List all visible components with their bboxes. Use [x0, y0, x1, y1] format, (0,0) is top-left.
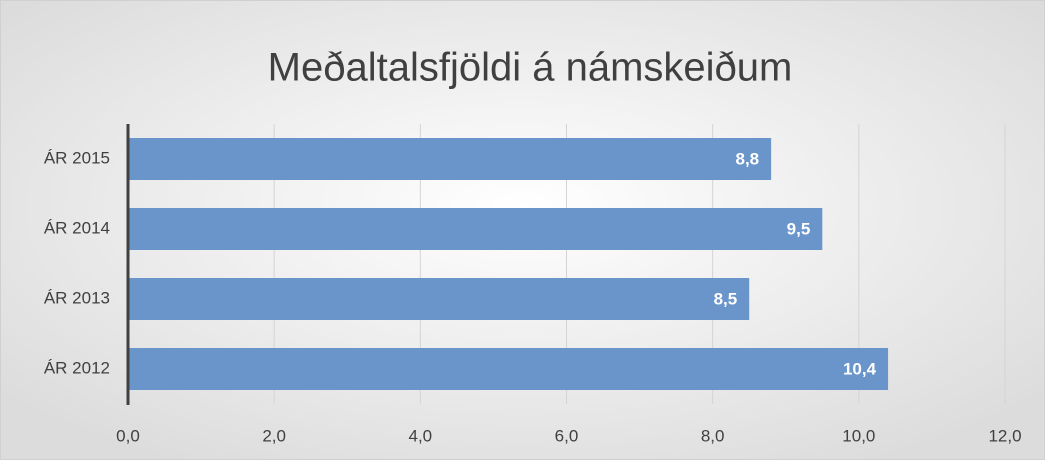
- y-tick-label: ÁR 2015: [44, 148, 110, 167]
- bar: [128, 138, 772, 180]
- x-tick-label: 4,0: [409, 426, 433, 445]
- y-tick-label: ÁR 2013: [44, 288, 110, 307]
- y-tick-label: ÁR 2012: [44, 358, 110, 377]
- x-tick-label: 8,0: [701, 426, 725, 445]
- chart-title: Meðaltalsfjöldi á námskeiðum: [268, 46, 793, 90]
- x-tick-label: 12,0: [988, 426, 1021, 445]
- bar: [128, 278, 750, 320]
- value-label: 8,8: [735, 149, 759, 168]
- x-tick-label: 10,0: [842, 426, 875, 445]
- bar: [128, 348, 889, 390]
- x-tick-label: 6,0: [555, 426, 579, 445]
- bar: [128, 208, 823, 250]
- value-label: 10,4: [843, 359, 877, 378]
- value-label: 8,5: [714, 289, 738, 308]
- x-tick-label: 2,0: [262, 426, 286, 445]
- x-tick-label: 0,0: [116, 426, 140, 445]
- y-tick-label: ÁR 2014: [44, 218, 110, 237]
- value-label: 9,5: [787, 219, 811, 238]
